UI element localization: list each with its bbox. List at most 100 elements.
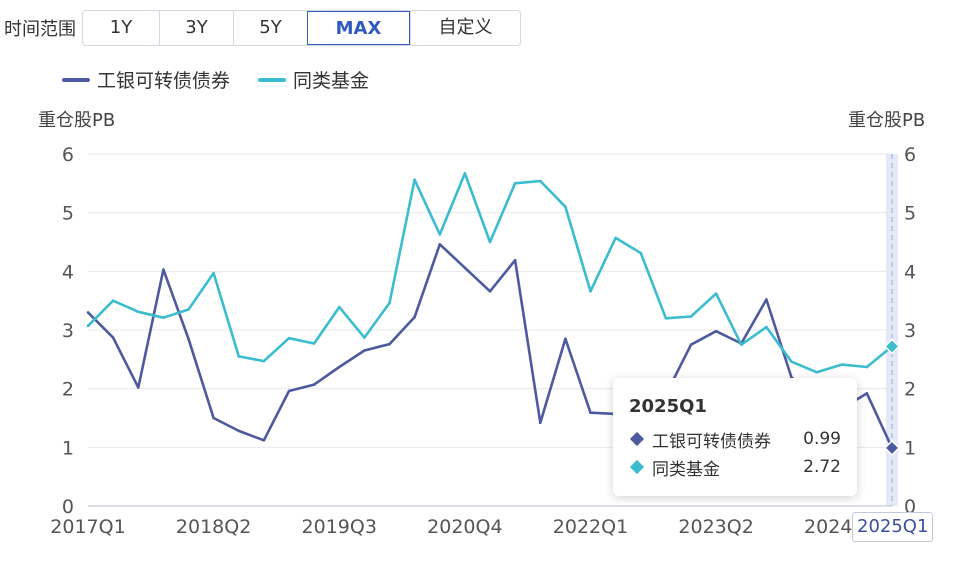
y-tick-label-right: 3	[904, 320, 916, 342]
time-range-label: 时间范围	[4, 19, 76, 40]
data-point	[488, 289, 492, 293]
hover-marker-fund	[883, 439, 901, 456]
data-point	[739, 343, 743, 346]
y-tick-label-right: 1	[904, 437, 916, 459]
data-point	[564, 337, 567, 341]
data-point	[337, 305, 341, 309]
data-point	[187, 308, 190, 311]
data-point	[564, 205, 567, 209]
y-tick-label-left: 4	[62, 261, 74, 283]
series-line-peer	[87, 172, 893, 374]
data-point	[363, 336, 366, 339]
y-tick-label-right: 6	[904, 144, 916, 166]
data-point	[689, 343, 693, 346]
data-point	[363, 349, 366, 352]
y-tick-label-right: 5	[904, 203, 916, 225]
y-tick-label-right: 2	[904, 379, 916, 401]
time-range-selector: 时间范围 1Y 3Y 5Y MAX 自定义	[4, 10, 521, 46]
data-point	[136, 310, 140, 314]
data-point	[388, 301, 391, 305]
range-5y-button[interactable]: 5Y	[233, 11, 307, 45]
legend-label-fund: 工银可转债债券	[97, 70, 231, 92]
data-point	[162, 268, 165, 271]
y-tick-label-left: 0	[62, 496, 74, 518]
chart-legend: 工银可转债债券 同类基金	[62, 66, 397, 93]
data-point	[187, 337, 190, 341]
range-1y-button[interactable]: 1Y	[109, 17, 133, 38]
legend-label-peer: 同类基金	[293, 70, 370, 92]
tooltip-row-fund: 工银可转债债券 0.99	[629, 425, 841, 453]
data-point	[413, 178, 416, 182]
data-point	[589, 289, 592, 293]
y-tick-label-left: 6	[62, 144, 74, 166]
data-point	[86, 311, 90, 314]
y-tick-label-right: 4	[904, 261, 916, 283]
data-point	[513, 258, 517, 262]
data-point	[513, 182, 517, 185]
data-point	[589, 411, 592, 415]
data-point	[438, 233, 442, 236]
legend-swatch-peer	[258, 77, 287, 82]
data-point	[212, 271, 215, 275]
x-tick-label: 2017Q1	[50, 516, 125, 538]
data-point	[714, 329, 718, 333]
data-point	[689, 315, 693, 318]
data-point	[790, 360, 793, 363]
x-tick-label: 2022Q1	[553, 516, 628, 538]
data-point	[162, 316, 165, 319]
x-tick-label: 2023Q2	[678, 516, 753, 538]
x-tick-label: 2019Q3	[302, 516, 377, 538]
legend-item-fund[interactable]: 工银可转债债券	[62, 66, 230, 93]
legend-item-peer[interactable]: 同类基金	[258, 66, 369, 93]
data-point	[639, 251, 643, 255]
data-point	[664, 316, 668, 320]
tooltip-fund-value: 0.99	[803, 429, 841, 449]
x-tick-label: 2020Q4	[427, 516, 502, 538]
data-point	[840, 363, 844, 366]
tooltip-title: 2025Q1	[629, 396, 707, 417]
left-axis-unit: 重仓股PB	[38, 110, 116, 131]
data-point	[237, 429, 241, 433]
data-point	[488, 240, 492, 244]
data-point	[388, 342, 391, 346]
data-point	[614, 236, 617, 240]
diamond-icon	[629, 459, 645, 475]
data-point	[262, 359, 266, 363]
data-point	[815, 370, 818, 374]
tooltip-peer-name: 同类基金	[652, 459, 720, 480]
data-point	[312, 342, 316, 345]
data-point	[262, 438, 266, 442]
range-custom-button[interactable]: 自定义	[410, 11, 520, 45]
data-point	[413, 315, 416, 319]
chart-tooltip: 2025Q1 工银可转债债券 0.99 同类基金 2.72	[613, 378, 857, 496]
data-point	[136, 386, 140, 389]
data-point	[538, 179, 542, 183]
data-point	[212, 416, 215, 420]
y-tick-label-left: 2	[62, 379, 74, 401]
data-point	[765, 298, 768, 301]
range-max-button[interactable]: MAX	[307, 11, 410, 45]
tooltip-fund-name: 工银可转债债券	[652, 431, 771, 452]
legend-swatch-fund	[62, 77, 90, 82]
data-point	[337, 365, 341, 369]
data-point	[865, 365, 869, 369]
data-point	[111, 299, 115, 302]
data-point	[463, 172, 467, 175]
data-point	[765, 325, 768, 329]
tooltip-row-peer: 同类基金 2.72	[629, 453, 841, 481]
data-point	[237, 355, 241, 358]
y-tick-label-left: 5	[62, 203, 74, 225]
tooltip-peer-value: 2.72	[803, 457, 841, 477]
hover-marker-peer	[883, 338, 901, 355]
data-point	[438, 243, 442, 246]
diamond-icon	[629, 431, 645, 447]
data-point	[111, 336, 115, 339]
data-point	[538, 421, 542, 424]
y-tick-label-left: 3	[62, 320, 74, 342]
range-3y-button[interactable]: 3Y	[159, 11, 233, 45]
data-point	[463, 266, 467, 270]
data-point	[312, 383, 316, 386]
data-point	[287, 389, 291, 393]
data-point	[714, 292, 718, 295]
data-point	[865, 392, 869, 395]
